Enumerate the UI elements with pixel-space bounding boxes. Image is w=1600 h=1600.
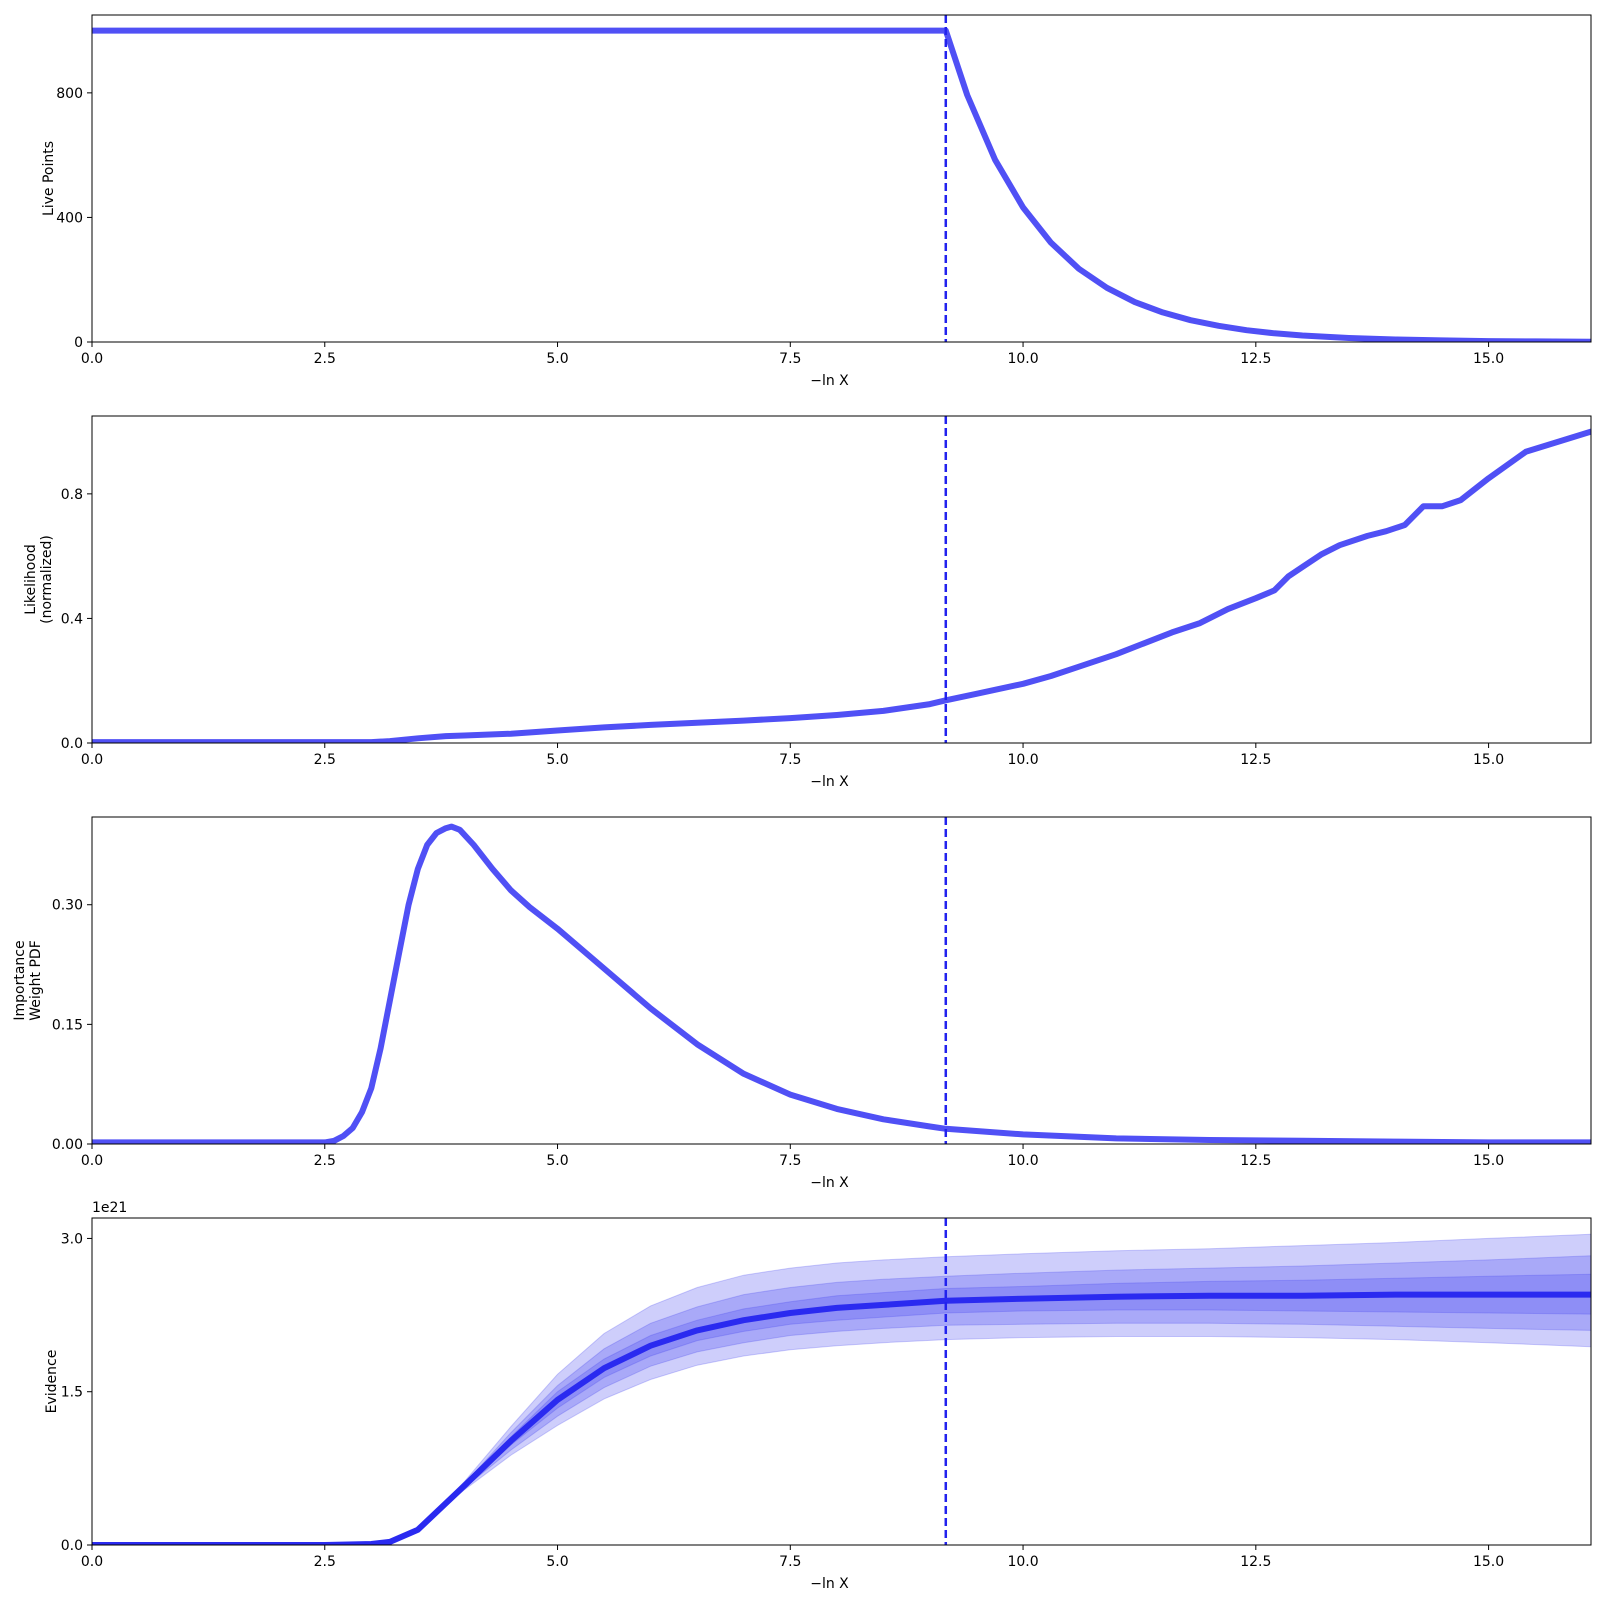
likelihood-frame (91, 415, 1592, 744)
evidence-ytick-label: 3.0 (61, 1231, 83, 1247)
evidence-band-1 (92, 1233, 1591, 1545)
importance-weight-ylabel: ImportanceWeight PDF (12, 940, 44, 1021)
importance-weight-ytick-label: 0.30 (52, 898, 83, 914)
likelihood-ylabel: Likelihood(normalized) (23, 535, 55, 624)
evidence-xtick-label: 15.0 (1473, 1554, 1504, 1570)
live-points-xtick-label: 5.0 (546, 351, 568, 367)
evidence-xtick-label: 5.0 (546, 1554, 568, 1570)
likelihood-xtick-label: 15.0 (1473, 752, 1504, 768)
live-points-ylabel: Live Points (41, 141, 57, 216)
importance-weight-xtick-label: 0.0 (81, 1153, 103, 1169)
importance-weight-frame (91, 816, 1592, 1145)
live-points-xtick-label: 0.0 (81, 351, 103, 367)
evidence-panel: 0.0 2.5 5.0 7.5 10.0 12.5 15.0 0.0 1.5 3.0 −ln X Ev… (44, 1200, 1592, 1592)
live-points-ytick-label: 0 (74, 335, 83, 351)
importance-weight-xtick-label: 7.5 (779, 1153, 801, 1169)
live-points-panel: 0.0 2.5 5.0 7.5 10.0 12.5 15.0 0 400 800 −ln X Live… (41, 14, 1592, 389)
live-points-ytick-label: 800 (56, 86, 83, 102)
likelihood-ytick-label: 0.0 (61, 736, 83, 752)
live-points-xtick-label: 15.0 (1473, 351, 1504, 367)
evidence-offset-label: 1e21 (92, 1200, 127, 1216)
live-points-xtick-label: 12.5 (1240, 351, 1271, 367)
live-points-xtick-label: 10.0 (1007, 351, 1038, 367)
importance-weight-xtick-label: 2.5 (314, 1153, 336, 1169)
evidence-band-3 (92, 1273, 1591, 1545)
importance-weight-panel: 0.0 2.5 5.0 7.5 10.0 12.5 15.0 0.00 0.15 0.30 −ln … (12, 816, 1592, 1191)
evidence-xtick-label: 2.5 (314, 1554, 336, 1570)
likelihood-xtick-label: 5.0 (546, 752, 568, 768)
live-points-ylabel-line: Live Points (41, 141, 57, 216)
evidence-xlabel: −ln X (810, 1576, 849, 1592)
importance-weight-xtick-label: 12.5 (1240, 1153, 1271, 1169)
live-points-xtick-label: 2.5 (314, 351, 336, 367)
likelihood-ylabel-line: (normalized) (39, 535, 55, 624)
live-points-xtick-label: 7.5 (779, 351, 801, 367)
evidence-frame (91, 1217, 1592, 1546)
evidence-xtick-label: 7.5 (779, 1554, 801, 1570)
evidence-xtick-label: 12.5 (1240, 1554, 1271, 1570)
importance-weight-xtick-label: 15.0 (1473, 1153, 1504, 1169)
likelihood-ytick-label: 0.4 (61, 611, 83, 627)
likelihood-panel: 0.0 2.5 5.0 7.5 10.0 12.5 15.0 0.0 0.4 0.8 −ln X Li… (23, 415, 1592, 790)
likelihood-xtick-label: 10.0 (1007, 752, 1038, 768)
evidence-band-2 (92, 1255, 1591, 1545)
likelihood-ylabel-line: Likelihood (23, 544, 39, 615)
importance-weight-ylabel-line: Weight PDF (28, 940, 44, 1021)
importance-weight-xtick-label: 10.0 (1007, 1153, 1038, 1169)
likelihood-xtick-label: 2.5 (314, 752, 336, 768)
importance-weight-ylabel-line: Importance (12, 940, 28, 1020)
importance-weight-xtick-label: 5.0 (546, 1153, 568, 1169)
live-points-xlabel: −ln X (810, 373, 849, 389)
evidence-ylabel-line: Evidence (44, 1350, 60, 1414)
likelihood-xlabel: −ln X (810, 774, 849, 790)
likelihood-xtick-label: 7.5 (779, 752, 801, 768)
evidence-ytick-label: 0.0 (61, 1538, 83, 1554)
likelihood-ytick-label: 0.8 (61, 487, 83, 503)
importance-weight-ytick-label: 0.00 (52, 1137, 83, 1153)
evidence-ylabel: Evidence (44, 1350, 60, 1414)
live-points-line (92, 27, 1591, 342)
evidence-median-line (92, 1291, 1591, 1545)
likelihood-xtick-label: 0.0 (81, 752, 103, 768)
evidence-xtick-label: 0.0 (81, 1554, 103, 1570)
importance-weight-xlabel: −ln X (810, 1175, 849, 1191)
live-points-ytick-label: 400 (56, 210, 83, 226)
importance-weight-ytick-label: 0.15 (52, 1017, 83, 1033)
likelihood-plot-area (92, 428, 1591, 743)
evidence-plot-area (92, 1233, 1591, 1545)
importance-weight-plot-area (92, 823, 1591, 1144)
evidence-ytick-label: 1.5 (61, 1385, 83, 1401)
live-points-frame (91, 14, 1592, 343)
importance-weight-line (92, 823, 1591, 1144)
live-points-plot-area (92, 27, 1591, 342)
likelihood-xtick-label: 12.5 (1240, 752, 1271, 768)
likelihood-line (92, 428, 1591, 743)
evidence-xtick-label: 10.0 (1007, 1554, 1038, 1570)
